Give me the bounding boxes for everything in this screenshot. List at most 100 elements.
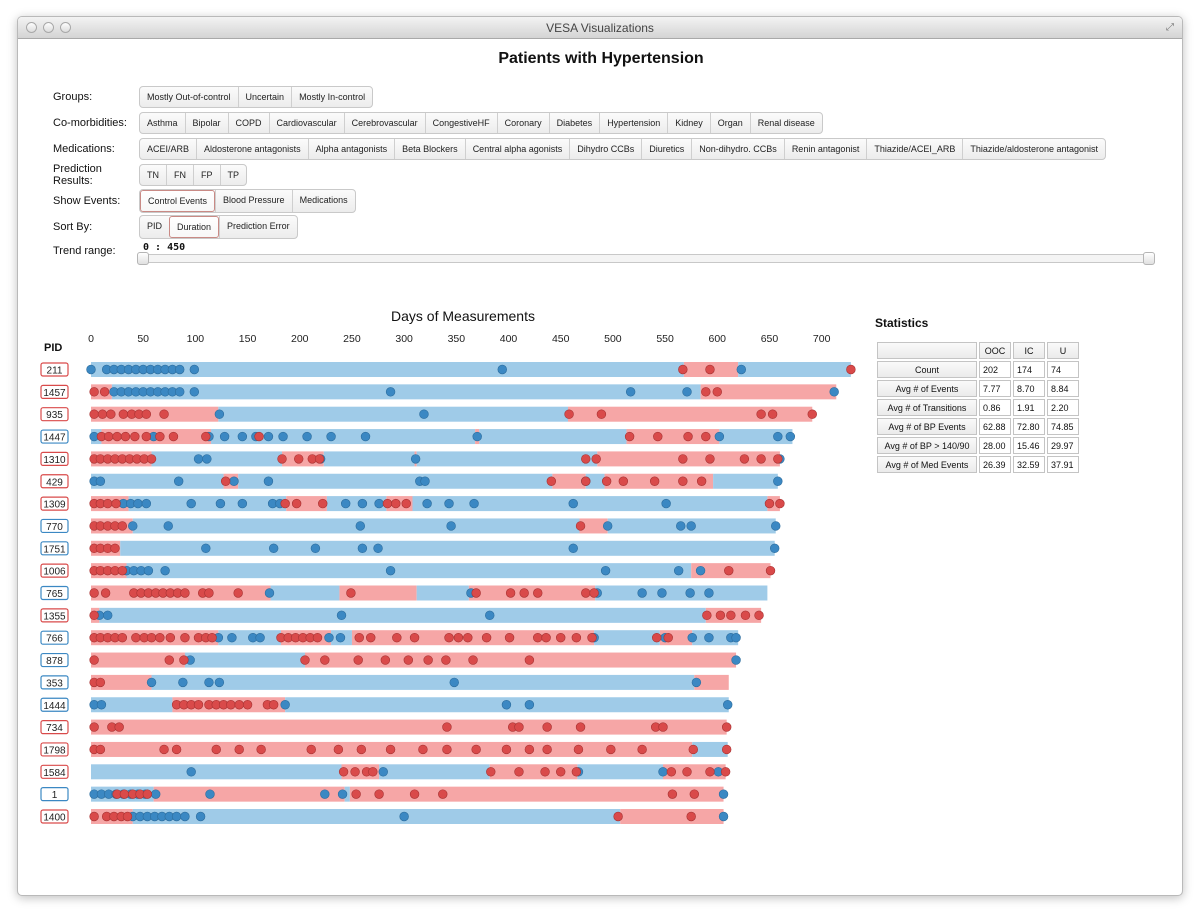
out-of-control-event[interactable] [702, 610, 712, 621]
trend-range-max-handle[interactable] [1143, 252, 1155, 265]
events-button-medications[interactable]: Medications [291, 190, 355, 212]
out-of-control-event[interactable] [705, 364, 715, 375]
in-control-event[interactable] [501, 700, 512, 710]
in-control-event[interactable] [263, 476, 274, 486]
out-of-control-event[interactable] [807, 409, 817, 419]
out-of-control-event[interactable] [403, 655, 414, 665]
in-control-event[interactable] [214, 409, 225, 419]
out-of-control-event[interactable] [300, 655, 310, 665]
out-of-control-event[interactable] [382, 498, 393, 509]
out-of-control-event[interactable] [724, 565, 734, 576]
in-control-event[interactable] [163, 521, 173, 531]
in-control-event[interactable] [151, 789, 161, 799]
out-of-control-event[interactable] [318, 498, 328, 509]
in-control-event[interactable] [736, 364, 746, 375]
in-control-event[interactable] [160, 565, 170, 576]
comorbidities-button-bipolar[interactable]: Bipolar [184, 113, 228, 133]
out-of-control-event[interactable] [720, 767, 731, 777]
in-control-event[interactable] [385, 565, 396, 576]
out-of-control-event[interactable] [441, 655, 451, 665]
sort-button-duration[interactable]: Duration [169, 216, 220, 238]
out-of-control-event[interactable] [773, 454, 783, 464]
pid-label[interactable]: 770 [46, 522, 63, 533]
comorbidities-button-kidney[interactable]: Kidney [667, 113, 710, 133]
in-control-event[interactable] [146, 677, 157, 688]
out-of-control-event[interactable] [624, 431, 635, 442]
out-of-control-event[interactable] [765, 565, 776, 576]
out-of-control-event[interactable] [99, 387, 110, 397]
out-of-control-event[interactable] [519, 588, 529, 598]
out-of-control-event[interactable] [542, 744, 552, 755]
out-of-control-event[interactable] [401, 498, 411, 509]
out-of-control-event[interactable] [89, 610, 99, 621]
in-control-event[interactable] [422, 498, 432, 509]
events-button-blood-pressure[interactable]: Blood Pressure [215, 190, 292, 212]
pid-box[interactable] [40, 429, 69, 444]
pid-label[interactable]: 1457 [43, 388, 66, 399]
out-of-control-event[interactable] [95, 744, 106, 755]
pid-box[interactable] [40, 474, 69, 489]
out-of-control-event[interactable] [193, 700, 204, 710]
out-of-control-event[interactable] [581, 588, 591, 598]
out-of-control-event[interactable] [571, 767, 582, 777]
out-of-control-event[interactable] [575, 722, 586, 732]
in-control-event[interactable] [340, 498, 351, 509]
in-control-event[interactable] [215, 498, 226, 509]
out-of-control-event[interactable] [89, 588, 99, 598]
in-control-event[interactable] [695, 565, 706, 576]
out-of-control-event[interactable] [117, 632, 128, 643]
in-control-event[interactable] [205, 789, 215, 799]
out-of-control-event[interactable] [606, 744, 616, 755]
in-control-event[interactable] [691, 677, 702, 688]
out-of-control-event[interactable] [618, 476, 629, 486]
pid-box[interactable] [40, 407, 69, 422]
out-of-control-event[interactable] [164, 655, 174, 665]
out-of-control-event[interactable] [652, 632, 662, 643]
medications-button-alpha-antagonists[interactable]: Alpha antagonists [307, 139, 395, 159]
out-of-control-event[interactable] [596, 409, 607, 419]
out-of-control-event[interactable] [589, 588, 599, 598]
in-control-event[interactable] [175, 387, 185, 397]
out-of-control-event[interactable] [122, 811, 133, 822]
in-control-event[interactable] [446, 521, 456, 531]
out-of-control-event[interactable] [756, 409, 766, 419]
events-button-control-events[interactable]: Control Events [140, 190, 216, 212]
out-of-control-event[interactable] [159, 744, 169, 755]
out-of-control-event[interactable] [89, 722, 99, 732]
in-control-event[interactable] [189, 364, 200, 375]
in-control-event[interactable] [357, 543, 368, 553]
out-of-control-event[interactable] [120, 431, 131, 442]
in-control-event[interactable] [320, 789, 330, 799]
prediction-button-tn[interactable]: TN [147, 170, 159, 180]
out-of-control-event[interactable] [524, 655, 535, 665]
out-of-control-event[interactable] [155, 431, 165, 442]
out-of-control-event[interactable] [277, 454, 287, 464]
pid-box[interactable] [40, 518, 69, 534]
out-of-control-event[interactable] [756, 454, 766, 464]
pid-label[interactable]: 1584 [43, 768, 66, 779]
pid-box[interactable] [40, 697, 69, 712]
out-of-control-event[interactable] [112, 431, 122, 442]
out-of-control-event[interactable] [688, 744, 698, 755]
out-of-control-event[interactable] [141, 409, 152, 419]
in-control-event[interactable] [771, 521, 781, 531]
out-of-control-event[interactable] [740, 610, 751, 621]
pid-box[interactable] [40, 630, 69, 645]
out-of-control-event[interactable] [89, 655, 99, 665]
out-of-control-event[interactable] [438, 789, 448, 799]
comorbidities-button-cardiovascular[interactable]: Cardiovascular [268, 113, 344, 133]
out-of-control-event[interactable] [696, 476, 707, 486]
out-of-control-event[interactable] [294, 454, 304, 464]
in-control-event[interactable] [201, 543, 211, 553]
in-control-event[interactable] [420, 476, 430, 486]
out-of-control-event[interactable] [678, 364, 688, 375]
in-control-event[interactable] [704, 632, 714, 643]
out-of-control-event[interactable] [180, 632, 190, 643]
pid-box[interactable] [40, 742, 69, 757]
in-control-event[interactable] [336, 610, 347, 621]
in-control-event[interactable] [195, 811, 206, 822]
in-control-event[interactable] [202, 454, 212, 464]
out-of-control-event[interactable] [242, 700, 253, 710]
in-control-event[interactable] [214, 677, 225, 688]
prediction-button-fp[interactable]: FP [193, 165, 220, 185]
